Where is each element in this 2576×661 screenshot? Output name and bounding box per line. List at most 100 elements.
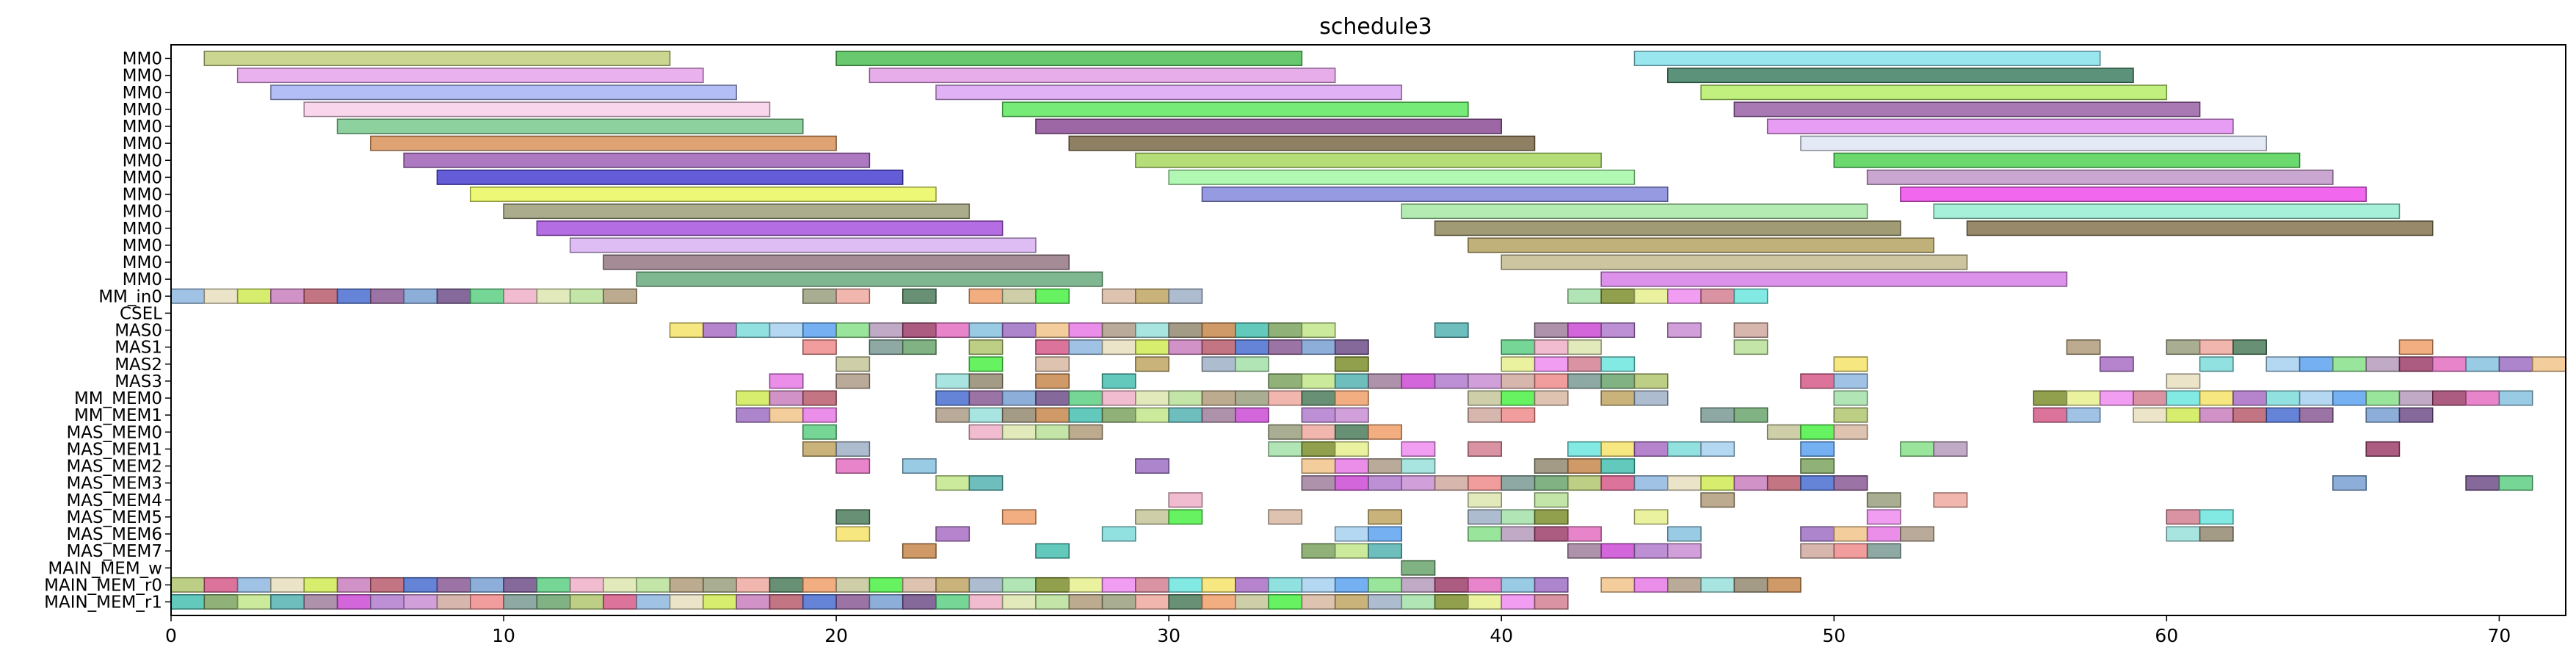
gantt-bar	[1301, 577, 1336, 593]
gantt-bar	[935, 373, 970, 389]
y-tick-label: MM0	[123, 186, 162, 205]
gantt-bar	[769, 322, 804, 338]
gantt-bar	[1467, 526, 1502, 542]
gantt-bar	[403, 152, 871, 168]
gantt-bar	[1833, 373, 1868, 389]
gantt-bar	[1201, 322, 1236, 338]
gantt-bar	[935, 526, 970, 542]
gantt-bar	[1467, 237, 1934, 253]
gantt-bar	[1135, 339, 1169, 355]
gantt-bar	[2099, 390, 2134, 406]
gantt-bar	[703, 577, 737, 593]
gantt-bar	[1168, 407, 1203, 423]
gantt-bar	[1101, 526, 1136, 542]
gantt-bar	[1700, 407, 1735, 423]
gantt-bar	[1101, 577, 1136, 593]
gantt-bar	[769, 390, 804, 406]
gantt-bar	[1068, 424, 1103, 440]
gantt-bar	[1700, 577, 1735, 593]
gantt-bar	[1135, 390, 1169, 406]
gantt-bar	[1368, 577, 1403, 593]
gantt-bar	[1667, 475, 1702, 491]
gantt-bar	[2232, 339, 2267, 355]
gantt-bar	[1567, 322, 1602, 338]
gantt-bar	[1800, 373, 1835, 389]
gantt-bar	[1001, 390, 1037, 406]
gantt-bar	[736, 407, 771, 423]
gantt-bar	[1135, 509, 1169, 525]
gantt-bar	[1268, 373, 1303, 389]
gantt-bar	[1800, 475, 1835, 491]
gantt-bar	[1534, 339, 1569, 355]
gantt-bar	[1035, 322, 1070, 338]
gantt-bar	[1035, 407, 1070, 423]
gantt-bar	[1368, 475, 1403, 491]
gantt-bar	[2066, 339, 2101, 355]
gantt-bar	[968, 407, 1004, 423]
gantt-bar	[1733, 322, 1768, 338]
gantt-bar	[1633, 288, 1669, 304]
gantt-bar	[669, 577, 704, 593]
gantt-bar	[1135, 458, 1169, 474]
gantt-bar	[1501, 509, 1536, 525]
gantt-bar	[1401, 594, 1436, 610]
gantt-bar	[1700, 475, 1735, 491]
gantt-bar	[935, 577, 970, 593]
gantt-bar	[1301, 390, 1336, 406]
gantt-bar	[1766, 475, 1802, 491]
y-tick-label: MAS_MEM0	[66, 423, 162, 442]
gantt-bar	[1833, 475, 1868, 491]
gantt-bar	[1700, 492, 1735, 508]
gantt-bar	[1001, 594, 1037, 610]
gantt-bar	[2265, 390, 2301, 406]
gantt-bar	[569, 237, 1037, 253]
gantt-bar	[1567, 458, 1602, 474]
gantt-bar	[1001, 424, 1037, 440]
gantt-bar	[1101, 322, 1136, 338]
gantt-bar	[1135, 407, 1169, 423]
gantt-bar	[2166, 526, 2201, 542]
gantt-bar	[203, 51, 671, 66]
gantt-bar	[303, 101, 771, 118]
gantt-bar	[769, 407, 804, 423]
y-tick-label: MAS_MEM7	[66, 542, 162, 561]
gantt-bar	[569, 577, 604, 593]
gantt-bar	[1135, 288, 1169, 304]
gantt-bar	[1933, 492, 1968, 508]
gantt-bar	[1534, 458, 1569, 474]
gantt-bar	[1633, 51, 2101, 66]
gantt-bar	[203, 288, 239, 304]
gantt-bar	[1600, 322, 1636, 338]
gantt-bar	[2066, 407, 2101, 423]
gantt-bar	[1235, 594, 1269, 610]
x-tick-label: 60	[2155, 625, 2178, 646]
gantt-bar	[1467, 577, 1502, 593]
gantt-bar	[2199, 339, 2234, 355]
gantt-bar	[1866, 492, 1901, 508]
gantt-bar	[1334, 424, 1369, 440]
gantt-bar	[1800, 458, 1835, 474]
gantt-bar	[436, 594, 471, 610]
gantt-bar	[835, 458, 871, 474]
gantt-bar	[470, 288, 504, 304]
gantt-bar	[536, 220, 1004, 236]
gantt-bar	[1334, 441, 1369, 457]
gantt-bar	[1035, 339, 1070, 355]
gantt-bar	[2099, 356, 2134, 372]
gantt-bar	[1235, 407, 1269, 423]
y-tick-label: MAS_MEM3	[66, 474, 162, 494]
gantt-bar	[2498, 390, 2533, 406]
gantt-bar	[1135, 356, 1169, 372]
y-tick-label: MM0	[123, 50, 162, 69]
gantt-bar	[1268, 594, 1303, 610]
gantt-bar	[2498, 356, 2533, 372]
gantt-bar	[1501, 254, 1968, 270]
gantt-bar	[1534, 475, 1569, 491]
gantt-bar	[769, 577, 804, 593]
gantt-bar	[835, 322, 871, 338]
gantt-bar	[1068, 594, 1103, 610]
gantt-bar	[503, 594, 538, 610]
gantt-bar	[935, 84, 1403, 101]
gantt-bar	[1667, 322, 1702, 338]
gantt-bar	[303, 594, 338, 610]
